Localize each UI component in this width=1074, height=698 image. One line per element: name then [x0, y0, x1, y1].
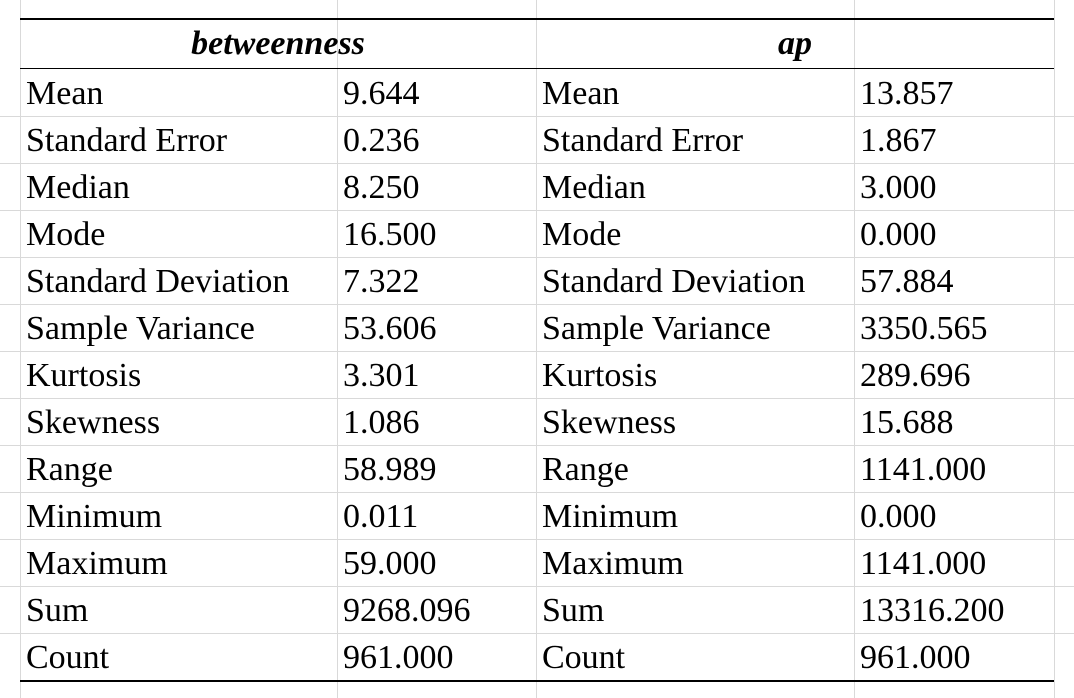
- stat-value[interactable]: 0.011: [343, 498, 419, 535]
- stat-value[interactable]: 1.086: [343, 404, 420, 441]
- grid-line: [0, 257, 1074, 258]
- grid-line: [0, 586, 1074, 587]
- grid-line: [0, 116, 1074, 117]
- stat-label[interactable]: Standard Error: [26, 122, 228, 159]
- stat-label[interactable]: Count: [26, 639, 110, 676]
- stat-value[interactable]: 53.606: [343, 310, 437, 347]
- stat-value[interactable]: 8.250: [343, 169, 420, 206]
- stat-label[interactable]: Range: [542, 451, 629, 488]
- stat-label[interactable]: Maximum: [542, 545, 684, 582]
- stat-label[interactable]: Kurtosis: [26, 357, 142, 394]
- grid-line: [20, 0, 21, 698]
- stat-label[interactable]: Mode: [26, 216, 106, 253]
- stat-value[interactable]: 961.000: [343, 639, 454, 676]
- stat-value[interactable]: 1141.000: [860, 545, 987, 582]
- stat-value[interactable]: 16.500: [343, 216, 437, 253]
- stat-label[interactable]: Skewness: [26, 404, 161, 441]
- grid-line: [536, 0, 537, 698]
- stat-label[interactable]: Median: [26, 169, 130, 206]
- stat-label[interactable]: Count: [542, 639, 626, 676]
- stat-label[interactable]: Median: [542, 169, 646, 206]
- stat-value[interactable]: 3.000: [860, 169, 937, 206]
- grid-line: [0, 163, 1074, 164]
- table-top-border: [20, 18, 1054, 20]
- stat-value[interactable]: 3350.565: [860, 310, 988, 347]
- stat-value[interactable]: 58.989: [343, 451, 437, 488]
- grid-line: [1054, 0, 1055, 698]
- grid-line: [337, 0, 338, 698]
- stat-label[interactable]: Mean: [26, 75, 104, 112]
- stat-label[interactable]: Range: [26, 451, 113, 488]
- header-bottom-border: [20, 68, 1054, 69]
- stat-label[interactable]: Sample Variance: [26, 310, 255, 347]
- stat-value[interactable]: 13316.200: [860, 592, 1005, 629]
- stat-value[interactable]: 7.322: [343, 263, 420, 300]
- stat-value[interactable]: 961.000: [860, 639, 971, 676]
- grid-line: [854, 0, 855, 698]
- stat-label[interactable]: Standard Deviation: [26, 263, 290, 300]
- stat-label[interactable]: Sample Variance: [542, 310, 771, 347]
- stat-value[interactable]: 0.000: [860, 498, 937, 535]
- table-header-betweenness[interactable]: betweenness: [191, 25, 365, 62]
- stat-value[interactable]: 3.301: [343, 357, 420, 394]
- stat-label[interactable]: Standard Deviation: [542, 263, 806, 300]
- stat-value[interactable]: 0.000: [860, 216, 937, 253]
- stat-value[interactable]: 9.644: [343, 75, 420, 112]
- stat-label[interactable]: Standard Error: [542, 122, 744, 159]
- stat-label[interactable]: Mean: [542, 75, 620, 112]
- stat-label[interactable]: Maximum: [26, 545, 168, 582]
- grid-line: [0, 398, 1074, 399]
- stat-label[interactable]: Sum: [26, 592, 89, 629]
- table-header-ap[interactable]: ap: [778, 25, 812, 62]
- stat-value[interactable]: 9268.096: [343, 592, 471, 629]
- stat-value[interactable]: 57.884: [860, 263, 954, 300]
- stat-value[interactable]: 13.857: [860, 75, 954, 112]
- stat-value[interactable]: 59.000: [343, 545, 437, 582]
- stat-label[interactable]: Kurtosis: [542, 357, 658, 394]
- stat-label[interactable]: Minimum: [26, 498, 163, 535]
- stat-value[interactable]: 289.696: [860, 357, 971, 394]
- stat-value[interactable]: 15.688: [860, 404, 954, 441]
- stat-value[interactable]: 1141.000: [860, 451, 987, 488]
- grid-line: [0, 351, 1074, 352]
- stat-value[interactable]: 1.867: [860, 122, 937, 159]
- grid-line: [0, 539, 1074, 540]
- grid-line: [0, 445, 1074, 446]
- grid-line: [0, 633, 1074, 634]
- stat-label[interactable]: Mode: [542, 216, 622, 253]
- grid-line: [0, 304, 1074, 305]
- stat-label[interactable]: Sum: [542, 592, 605, 629]
- grid-line: [0, 492, 1074, 493]
- stat-label[interactable]: Minimum: [542, 498, 679, 535]
- grid-line: [0, 210, 1074, 211]
- stat-value[interactable]: 0.236: [343, 122, 420, 159]
- stat-label[interactable]: Skewness: [542, 404, 677, 441]
- table-bottom-border: [20, 680, 1054, 682]
